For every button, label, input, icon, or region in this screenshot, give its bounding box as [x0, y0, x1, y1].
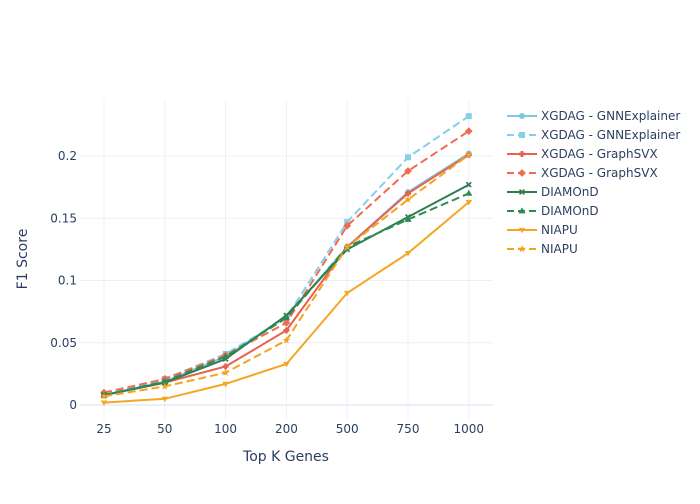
x-tick-label: 100 [214, 422, 237, 436]
data-point [283, 327, 290, 334]
y-axis-title: F1 Score [15, 229, 31, 290]
data-point [465, 113, 472, 120]
x-tick-label: 750 [397, 422, 420, 436]
data-point [222, 352, 230, 359]
legend-item[interactable]: DIAMOnD [507, 185, 599, 199]
data-point [222, 363, 229, 370]
x-tick-label: 25 [96, 422, 111, 436]
data-point [465, 150, 473, 158]
legend-item[interactable]: XGDAG - GNNExplainer [507, 128, 680, 142]
legend-item[interactable]: NIAPU [507, 223, 578, 237]
legend-item[interactable]: XGDAG - GraphSVX [507, 147, 658, 161]
data-point [100, 400, 108, 406]
data-point [343, 290, 351, 297]
data-point [343, 221, 352, 230]
y-tick-label: 0 [69, 398, 77, 412]
y-tick-label: 0.15 [50, 211, 77, 225]
x-axis-title: Top K Genes [242, 449, 329, 465]
grid [80, 100, 493, 420]
y-tick-label: 0.1 [58, 274, 77, 288]
x-tick-label: 50 [157, 422, 172, 436]
data-point [283, 361, 290, 368]
data-point [221, 368, 230, 376]
legend[interactable]: XGDAG - GNNExplainer XGDAG - GNNExplainer… [507, 109, 680, 256]
axes: 0 0.05 0.1 0.15 0.2 25 50 100 200 500 750 1000 [50, 149, 484, 436]
series-8 [100, 150, 473, 400]
legend-item[interactable]: XGDAG - GNNExplainer [507, 109, 680, 123]
legend-marker [519, 113, 525, 119]
legend-item[interactable]: XGDAG - GraphSVX [507, 166, 658, 180]
legend-label: DIAMOnD [541, 204, 599, 218]
legend-marker [519, 189, 525, 195]
x-tick-label: 500 [336, 422, 359, 436]
data-point [404, 195, 412, 203]
data-point [161, 396, 169, 403]
data-point [404, 251, 412, 257]
legend-label: XGDAG - GraphSVX [541, 147, 658, 161]
data-point [100, 392, 108, 400]
data-point [282, 318, 291, 327]
legend-marker [518, 207, 526, 214]
data-point [343, 243, 351, 251]
data-point [282, 336, 291, 344]
legend-label: XGDAG - GNNExplainer [541, 128, 680, 142]
series-group [100, 113, 473, 406]
series-7 [100, 200, 473, 406]
legend-label: XGDAG - GNNExplainer [541, 109, 680, 123]
data-point [465, 181, 472, 188]
legend-marker [518, 227, 526, 234]
legend-marker [518, 245, 526, 253]
data-point [465, 189, 473, 196]
data-point [404, 167, 412, 175]
data-point [161, 382, 169, 390]
y-tick-label: 0.2 [58, 149, 77, 163]
legend-label: NIAPU [541, 242, 578, 256]
data-point [464, 127, 473, 136]
data-point [222, 381, 229, 388]
data-point [282, 314, 290, 321]
y-tick-label: 0.05 [50, 336, 77, 350]
legend-marker [518, 169, 526, 177]
legend-marker [519, 151, 525, 157]
data-point [161, 377, 169, 384]
legend-marker [519, 132, 525, 138]
data-point [405, 190, 411, 197]
legend-label: NIAPU [541, 223, 578, 237]
x-tick-label: 1000 [454, 422, 485, 436]
legend-label: DIAMOnD [541, 185, 599, 199]
data-point [465, 200, 473, 206]
legend-label: XGDAG - GraphSVX [541, 166, 658, 180]
data-point [405, 154, 411, 161]
x-tick-label: 200 [275, 422, 298, 436]
data-point [404, 215, 412, 222]
legend-item[interactable]: DIAMOnD [507, 204, 599, 218]
legend-item[interactable]: NIAPU [507, 242, 578, 256]
